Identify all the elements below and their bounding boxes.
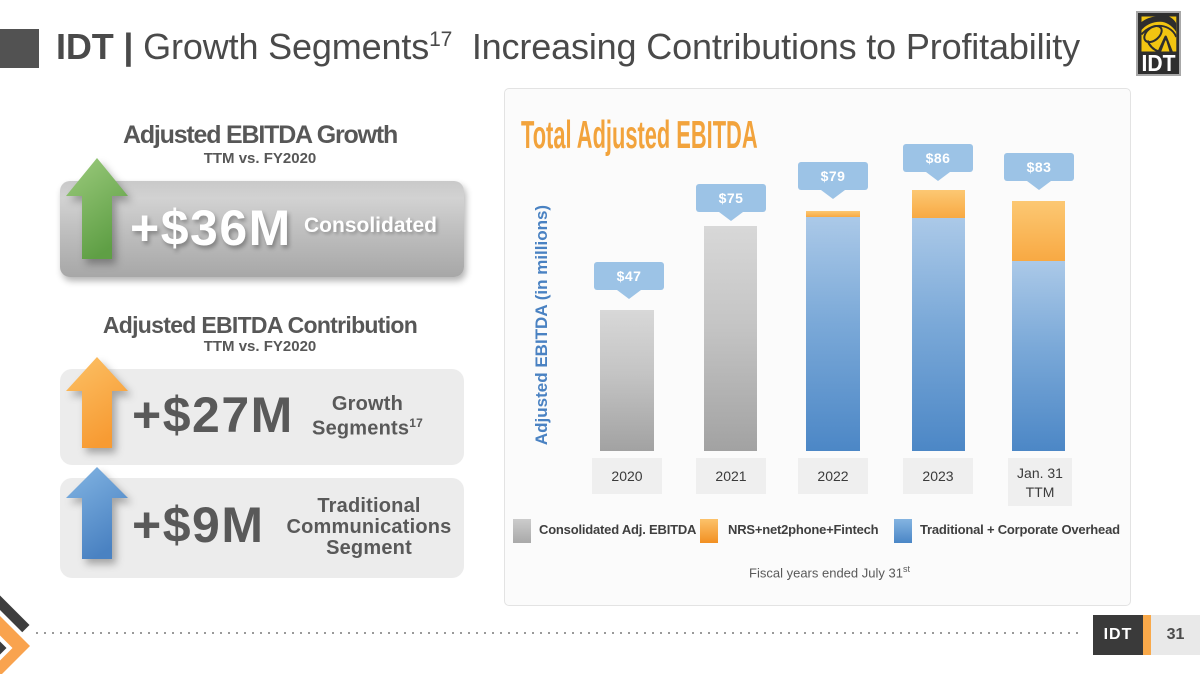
svg-text:IDT: IDT	[1142, 50, 1176, 76]
